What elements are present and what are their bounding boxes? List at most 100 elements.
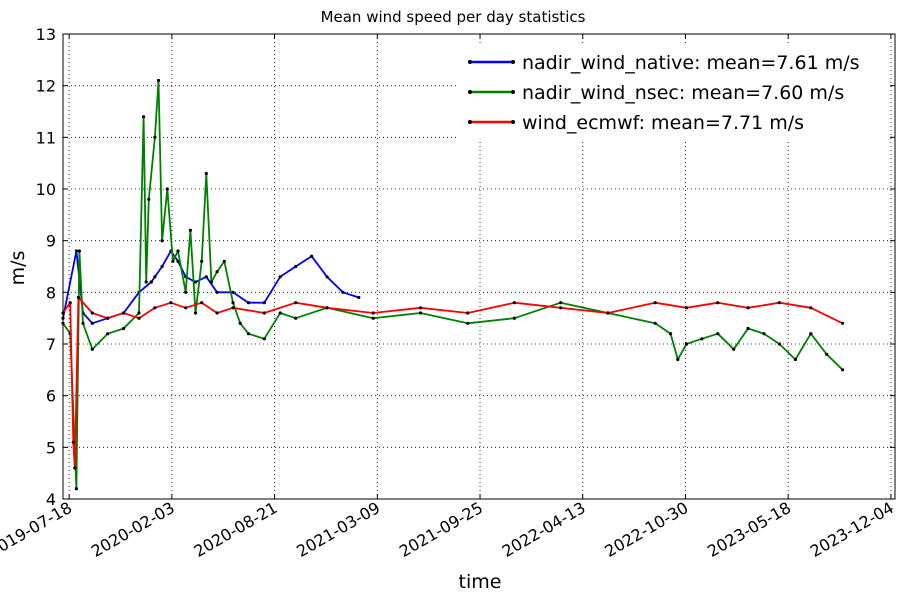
data-point [684,306,689,310]
y-tick-label: 5 [46,438,56,457]
data-point [418,306,423,310]
y-tick-label: 4 [46,490,56,509]
data-point [184,290,188,294]
legend-marker [511,120,515,124]
y-tick-label: 11 [36,128,56,147]
data-point [466,311,470,315]
data-point [262,301,266,305]
data-point [137,311,141,315]
chart-title: Mean wind speed per day statistics [321,8,586,26]
data-point [746,306,750,310]
y-tick-label: 13 [36,25,56,44]
data-point [153,275,157,279]
legend-label: nadir_wind_nsec: mean=7.60 m/s [522,82,844,104]
data-point [68,301,72,305]
data-point [188,228,192,232]
data-point [215,290,219,294]
data-point [512,301,517,305]
data-point [200,259,204,263]
data-point [160,264,164,269]
data-point [246,301,250,305]
data-point [153,306,157,310]
data-point [262,337,266,341]
y-tick-label: 8 [46,283,56,302]
data-point [809,332,813,336]
y-tick-label: 7 [46,335,56,354]
data-point [169,301,173,305]
data-point [325,275,329,279]
data-point [90,311,94,315]
data-point [512,316,517,320]
data-point [90,321,94,325]
data-point [262,311,266,315]
data-point [77,249,81,253]
y-tick-label: 6 [46,387,56,406]
data-point [606,311,610,315]
data-point [231,290,235,294]
data-point [325,306,329,310]
data-point [777,342,782,346]
data-point [149,280,153,284]
data-point [176,249,180,253]
data-point [231,301,235,305]
data-point [76,295,80,300]
data-point [137,316,141,320]
data-point [171,259,175,263]
plot-frame [62,33,896,500]
data-point [700,337,704,341]
data-point [653,321,657,325]
data-point [71,440,75,444]
data-point [142,115,146,119]
data-point [653,301,657,305]
data-point [676,357,680,362]
series-layer [61,78,845,491]
data-point [204,275,208,279]
data-point [156,78,161,83]
data-point [153,135,157,139]
y-tick-label: 12 [36,77,56,96]
data-point [310,254,314,258]
data-point [74,249,78,253]
data-point [732,347,736,351]
legend-marker [511,60,515,64]
data-point [341,290,345,294]
data-point [294,316,298,320]
data-point [371,311,375,315]
data-point [371,316,375,320]
data-point [357,295,361,300]
y-tick-label: 9 [46,232,56,251]
data-point [278,311,282,315]
data-point [122,311,126,315]
data-point [193,280,198,284]
data-point [222,259,226,263]
legend-marker [468,120,472,124]
data-point [106,332,110,336]
data-point [466,321,470,325]
data-point [106,316,110,320]
data-point [90,347,94,351]
x-axis-label: time [459,571,502,593]
data-point [716,332,720,336]
data-point [669,332,673,336]
data-point [147,197,151,201]
data-point [716,301,720,305]
data-point [559,301,563,305]
data-point [746,326,750,331]
data-point [559,306,563,310]
data-point [165,187,169,191]
data-point [793,357,798,362]
data-point [418,311,423,315]
data-point [215,311,219,315]
data-point [144,280,148,284]
data-point [825,352,829,356]
data-point [841,321,845,325]
legend-marker [468,60,472,64]
data-point [294,264,298,269]
data-point [777,301,782,305]
legend-label: nadir_wind_native: mean=7.61 m/s [522,52,860,74]
data-point [246,332,250,336]
data-point [209,280,213,284]
data-point [762,332,766,336]
data-point [231,306,235,310]
